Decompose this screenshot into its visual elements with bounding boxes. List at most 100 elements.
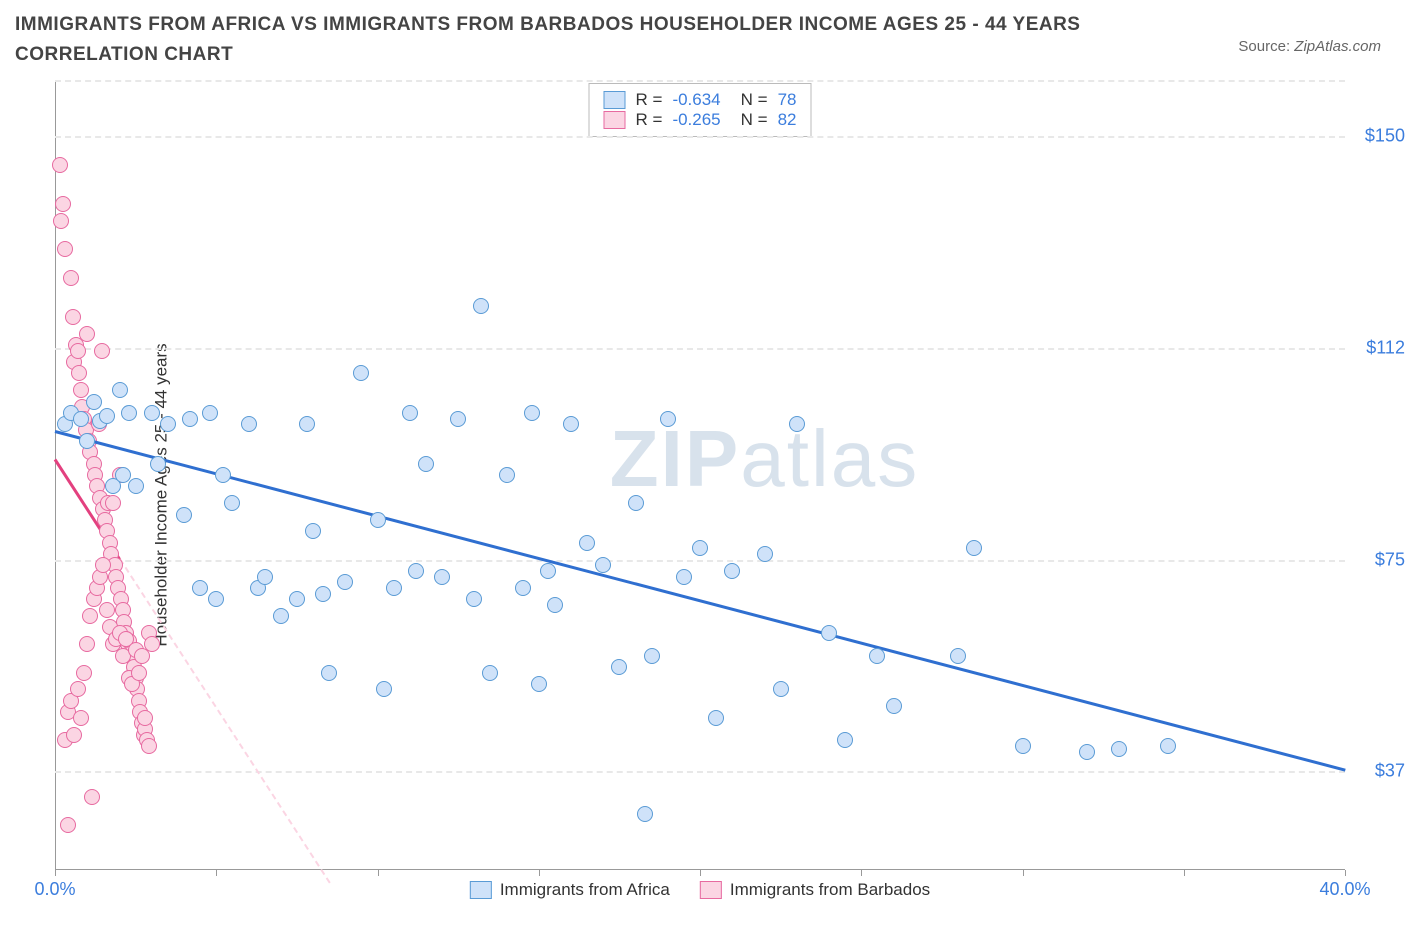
data-point <box>628 495 644 511</box>
y-tick-label: $112,500 <box>1355 338 1406 359</box>
data-point <box>299 416 315 432</box>
data-point <box>144 636 160 652</box>
legend-n-value: 78 <box>778 90 797 110</box>
data-point <box>137 710 153 726</box>
legend-series-name: Immigrants from Barbados <box>730 880 930 900</box>
data-point <box>402 405 418 421</box>
data-point <box>105 495 121 511</box>
data-point <box>71 365 87 381</box>
legend-r-label: R = <box>636 90 663 110</box>
data-point <box>611 659 627 675</box>
data-point <box>144 405 160 421</box>
legend-item: Immigrants from Barbados <box>700 880 930 900</box>
data-point <box>1015 738 1031 754</box>
data-point <box>55 196 71 212</box>
data-point <box>305 523 321 539</box>
data-point <box>94 343 110 359</box>
data-point <box>950 648 966 664</box>
x-tick <box>1184 870 1185 876</box>
x-tick <box>378 870 379 876</box>
data-point <box>547 597 563 613</box>
data-point <box>79 326 95 342</box>
data-point <box>150 456 166 472</box>
watermark: ZIPatlas <box>610 413 919 505</box>
data-point <box>789 416 805 432</box>
data-point <box>176 507 192 523</box>
gridline-h <box>55 771 1345 773</box>
data-point <box>202 405 218 421</box>
data-point <box>482 665 498 681</box>
data-point <box>499 467 515 483</box>
x-tick <box>55 870 56 876</box>
x-tick <box>539 870 540 876</box>
data-point <box>660 411 676 427</box>
x-tick <box>1023 870 1024 876</box>
legend-r-label: R = <box>636 110 663 130</box>
legend-row: R =-0.634N =78 <box>604 90 797 110</box>
data-point <box>160 416 176 432</box>
data-point <box>418 456 434 472</box>
data-point <box>1079 744 1095 760</box>
x-tick <box>861 870 862 876</box>
data-point <box>76 665 92 681</box>
data-point <box>637 806 653 822</box>
data-point <box>540 563 556 579</box>
legend-swatch <box>604 91 626 109</box>
data-point <box>524 405 540 421</box>
legend-swatch <box>470 881 492 899</box>
data-point <box>473 298 489 314</box>
data-point <box>257 569 273 585</box>
data-point <box>353 365 369 381</box>
trendline <box>55 430 1346 771</box>
data-point <box>315 586 331 602</box>
x-tick-label: 40.0% <box>1319 879 1370 900</box>
source-prefix: Source: <box>1238 38 1294 55</box>
data-point <box>386 580 402 596</box>
x-tick-label: 0.0% <box>34 879 75 900</box>
data-point <box>141 738 157 754</box>
legend-row: R =-0.265N =82 <box>604 110 797 130</box>
data-point <box>224 495 240 511</box>
x-tick <box>216 870 217 876</box>
data-point <box>121 405 137 421</box>
chart-container: Householder Income Ages 25 - 44 years ZI… <box>15 80 1391 910</box>
data-point <box>208 591 224 607</box>
data-point <box>886 698 902 714</box>
data-point <box>595 557 611 573</box>
legend-r-value: -0.634 <box>672 90 720 110</box>
data-point <box>434 569 450 585</box>
data-point <box>273 608 289 624</box>
gridline-h <box>55 136 1345 138</box>
data-point <box>515 580 531 596</box>
data-point <box>821 625 837 641</box>
legend-swatch <box>604 111 626 129</box>
data-point <box>966 540 982 556</box>
data-point <box>337 574 353 590</box>
source-name: ZipAtlas.com <box>1294 38 1381 55</box>
data-point <box>676 569 692 585</box>
data-point <box>53 213 69 229</box>
data-point <box>131 665 147 681</box>
gridline-h <box>55 560 1345 562</box>
legend-r-value: -0.265 <box>672 110 720 130</box>
gridline-h <box>55 348 1345 350</box>
data-point <box>1160 738 1176 754</box>
data-point <box>241 416 257 432</box>
legend-swatch <box>700 881 722 899</box>
data-point <box>215 467 231 483</box>
gridline-h <box>55 80 1345 82</box>
data-point <box>57 241 73 257</box>
data-point <box>95 557 111 573</box>
y-tick-label: $75,000 <box>1355 549 1406 570</box>
data-point <box>579 535 595 551</box>
data-point <box>692 540 708 556</box>
data-point <box>869 648 885 664</box>
data-point <box>73 411 89 427</box>
legend-series-name: Immigrants from Africa <box>500 880 670 900</box>
legend-series: Immigrants from Africa Immigrants from Ba… <box>470 880 930 900</box>
data-point <box>86 394 102 410</box>
data-point <box>450 411 466 427</box>
data-point <box>112 382 128 398</box>
data-point <box>63 270 79 286</box>
x-tick <box>1345 870 1346 876</box>
